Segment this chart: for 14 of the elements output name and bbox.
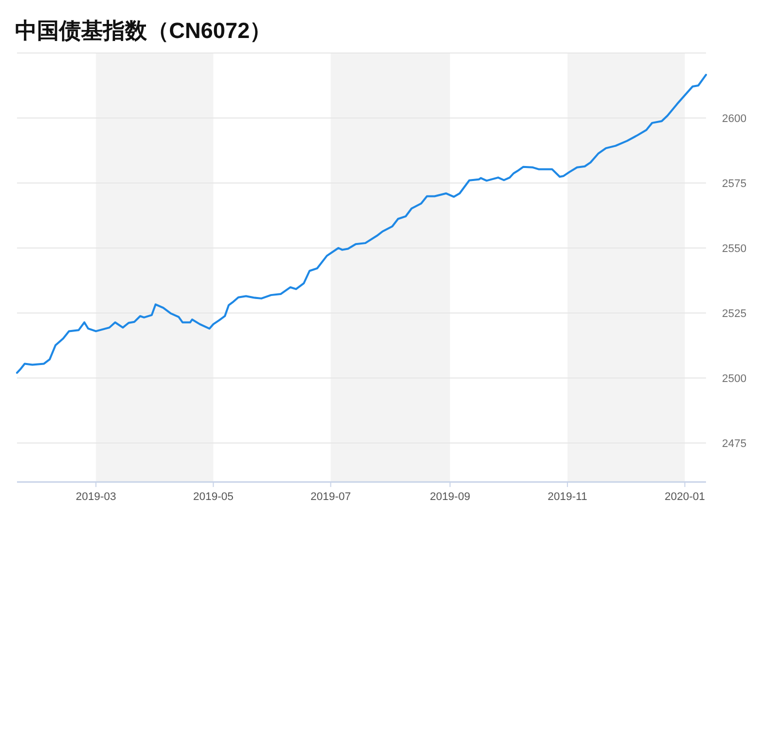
x-tick-label: 2019-03 — [76, 491, 116, 503]
y-tick-label: 2500 — [722, 373, 746, 385]
x-tick-label: 2019-05 — [193, 491, 234, 503]
x-tick-label: 2019-07 — [310, 491, 351, 503]
x-tick-label: 2020-01 — [664, 491, 706, 503]
x-tick-label: 2019-11 — [548, 491, 588, 503]
y-tick-label: 2525 — [722, 308, 746, 320]
y-tick-label: 2600 — [722, 113, 746, 125]
line-series — [16, 74, 707, 374]
y-tick-label: 2550 — [722, 243, 746, 255]
y-tick-label: 2575 — [722, 178, 746, 190]
y-tick-label: 2475 — [722, 438, 746, 450]
x-tick-label: 2019-09 — [430, 491, 470, 503]
chart-title: 中国债基指数（CN6072） — [15, 18, 272, 43]
